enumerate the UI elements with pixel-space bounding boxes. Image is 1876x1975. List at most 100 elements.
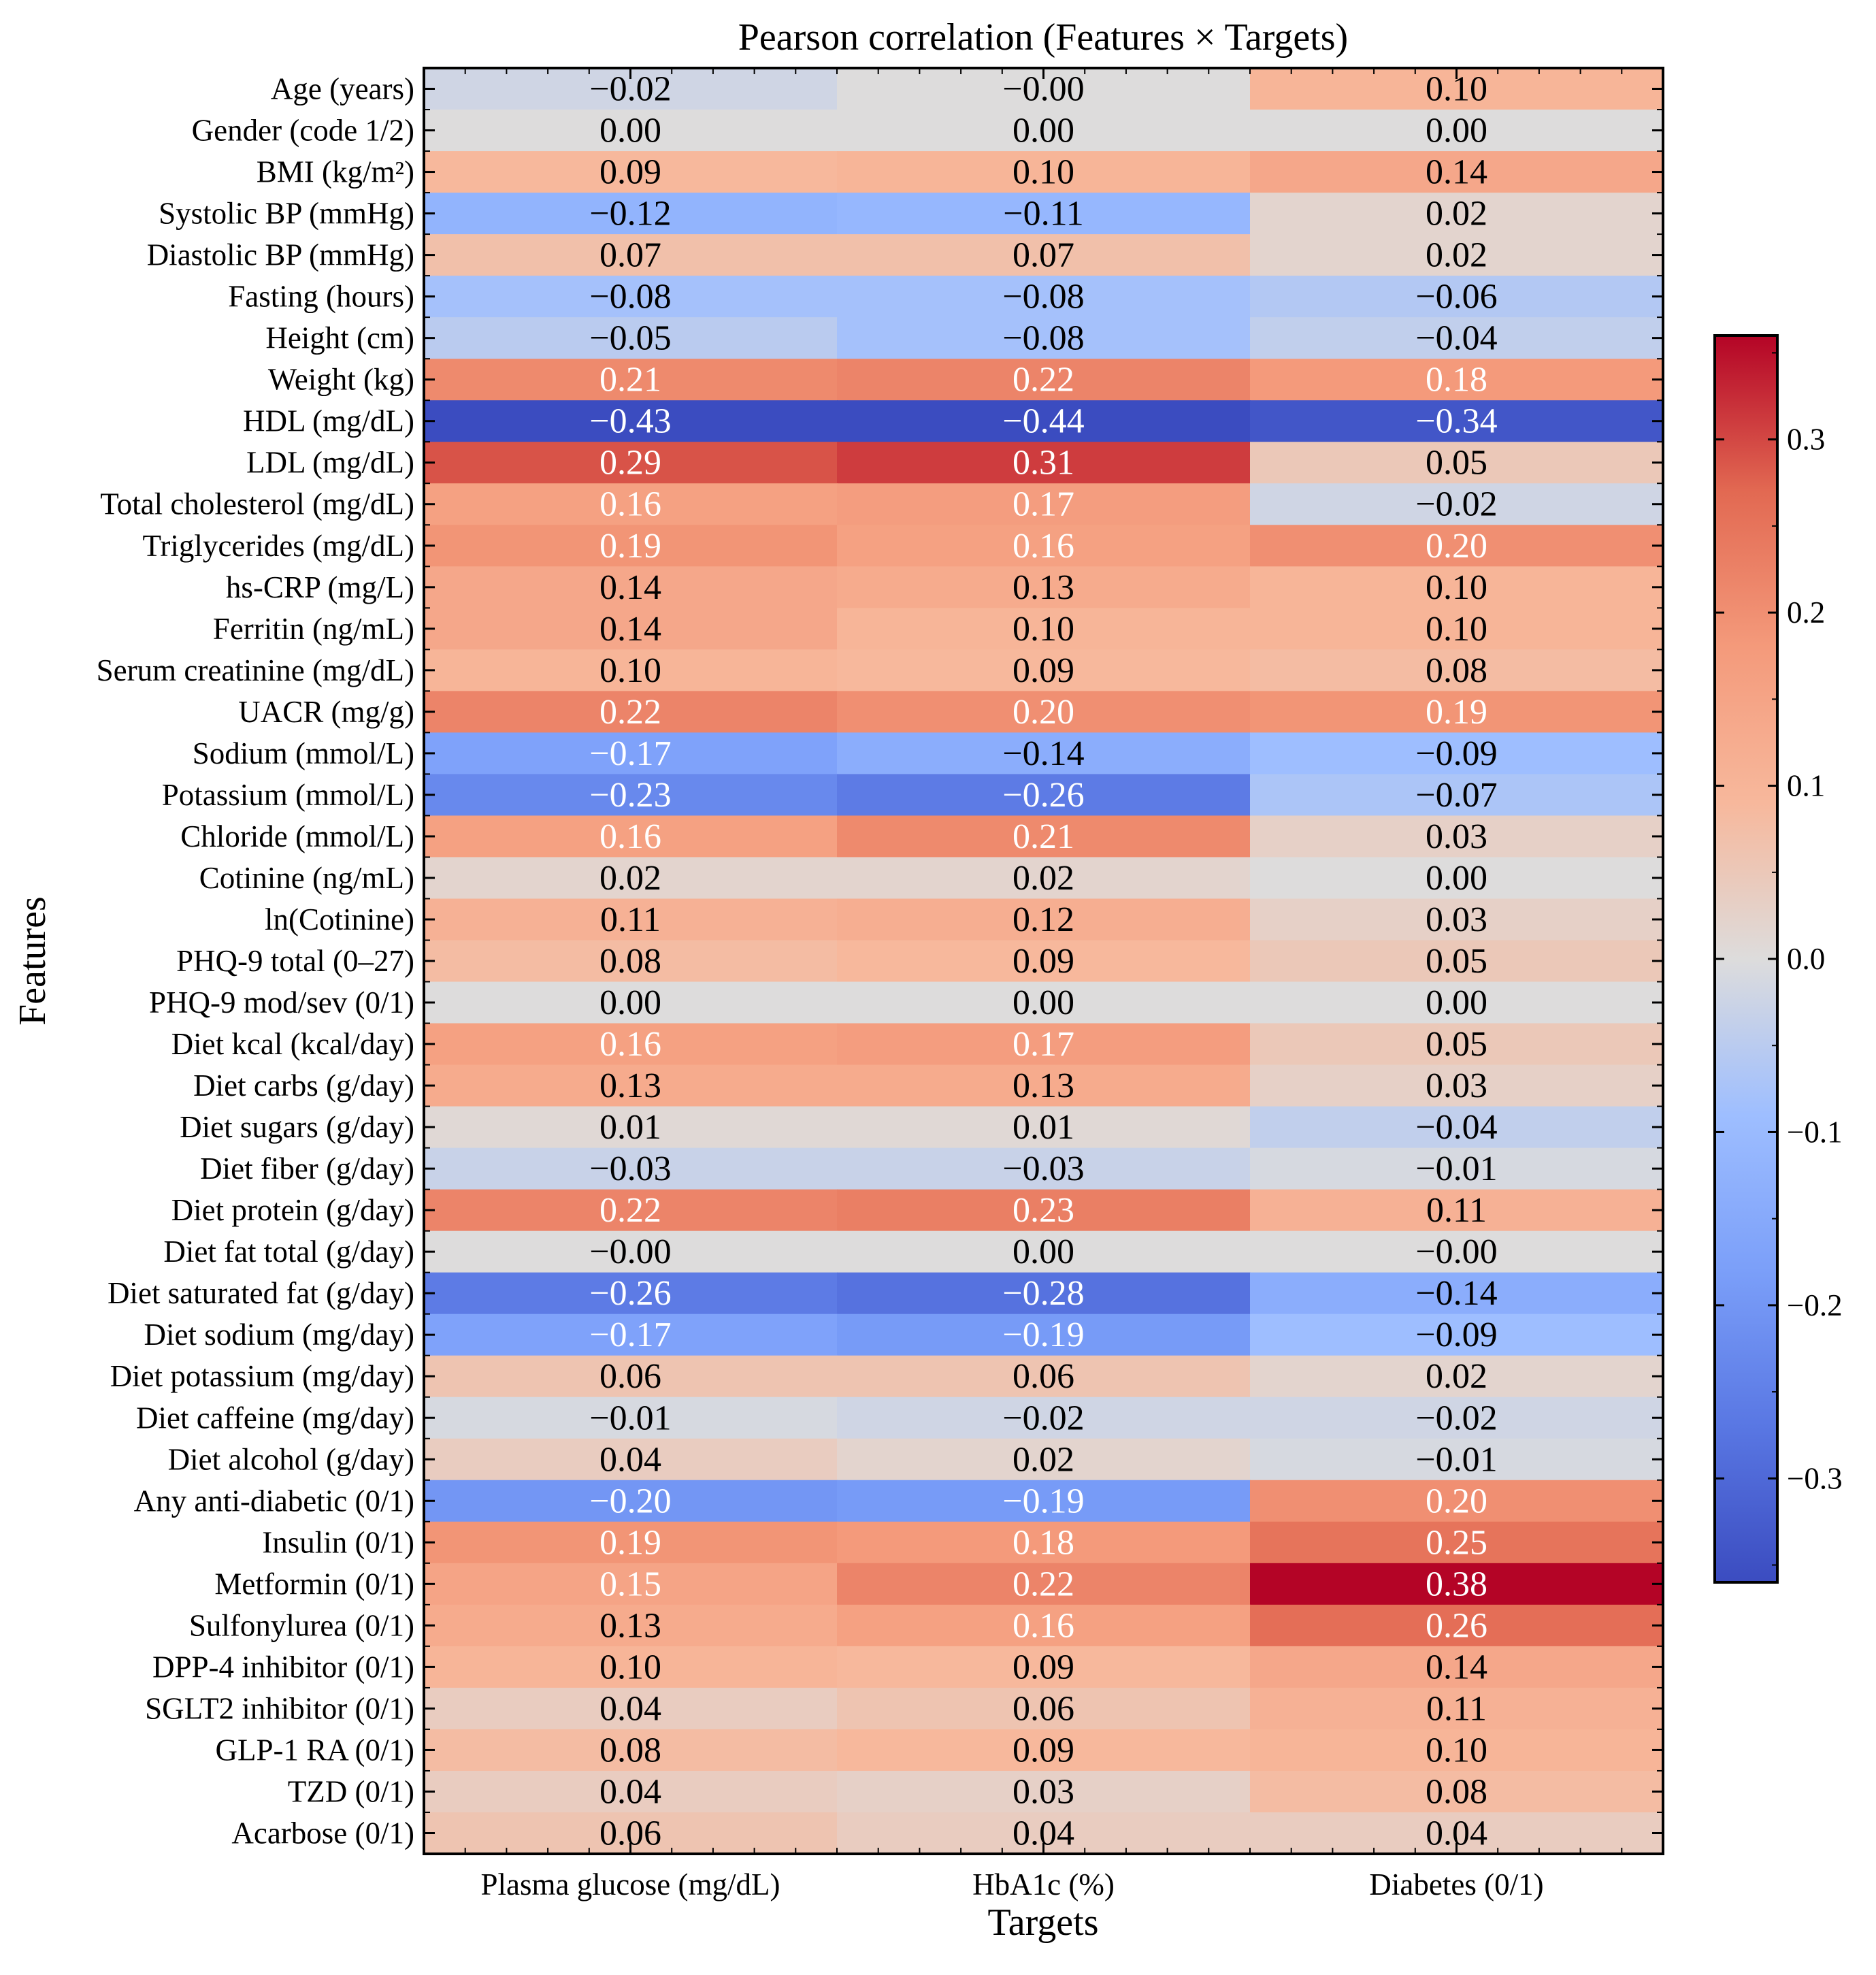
heatmap-cell: [1250, 1521, 1664, 1564]
heatmap-cell: [1250, 110, 1664, 152]
heatmap-cell: [837, 1355, 1251, 1398]
cell-value-label: −0.03: [589, 1149, 671, 1188]
heatmap-cell: [837, 359, 1251, 401]
heatmap-cell: [424, 774, 838, 817]
cell-value-label: 0.20: [1426, 1482, 1487, 1520]
cell-value-label: 0.00: [1426, 983, 1487, 1022]
cell-value-label: 0.18: [1013, 1523, 1074, 1562]
heatmap-cell: [424, 1272, 838, 1315]
heatmap-cell: [1250, 400, 1664, 443]
heatmap-cell: [424, 608, 838, 651]
cell-value-label: −0.01: [1415, 1440, 1497, 1479]
y-tick-label: Cotinine (ng/mL): [199, 861, 414, 895]
cell-value-label: −0.02: [1415, 1399, 1497, 1437]
heatmap-cell: [837, 1438, 1251, 1481]
y-tick-label: Gender (code 1/2): [192, 114, 414, 148]
cell-value-label: 0.03: [1426, 900, 1487, 939]
heatmap-cell: [424, 1313, 838, 1356]
cell-value-label: −0.05: [589, 319, 671, 358]
heatmap-cell: [424, 1480, 838, 1522]
y-tick-label: Any anti-diabetic (0/1): [134, 1484, 414, 1518]
cell-value-label: 0.00: [599, 983, 661, 1022]
colorbar-tick-label: 0.3: [1787, 423, 1825, 457]
heatmap-cell: [837, 1064, 1251, 1107]
cell-value-label: 0.02: [1426, 236, 1487, 275]
heatmap-cell-labels: −0.02 −0.00 0.100.00 0.00 0.000.09 0.10 0.14−0…: [589, 70, 1497, 1853]
heatmap-cell: [837, 1646, 1251, 1688]
cell-value-label: 0.17: [1013, 1025, 1074, 1064]
colorbar-tick-label: 0.1: [1787, 769, 1825, 803]
cell-value-label: −0.19: [1002, 1482, 1084, 1520]
colorbar: [1713, 334, 1779, 1584]
cell-value-label: −0.17: [589, 734, 671, 773]
heatmap-cell: [424, 1023, 838, 1066]
y-tick-label: Diet fiber (g/day): [200, 1152, 414, 1186]
heatmap-cell: [1250, 1770, 1664, 1813]
heatmap-cell: [1250, 1272, 1664, 1315]
y-tick-label: Diet caffeine (mg/day): [136, 1401, 414, 1435]
y-tick-label: BMI (kg/m²): [257, 155, 414, 189]
cell-value-label: −0.17: [589, 1316, 671, 1354]
cell-value-label: −0.03: [1002, 1149, 1084, 1188]
y-tick-label: Fasting (hours): [228, 280, 414, 314]
cell-value-label: −0.01: [589, 1399, 671, 1437]
cell-value-label: −0.11: [1003, 195, 1083, 233]
y-tick-label: Sulfonylurea (0/1): [189, 1608, 414, 1642]
y-tick-label: PHQ-9 total (0–27): [176, 944, 414, 978]
cell-value-label: 0.09: [1013, 942, 1074, 981]
cell-value-label: 0.11: [1426, 1191, 1487, 1230]
heatmap-cell: [424, 649, 838, 692]
cell-value-label: −0.02: [1415, 485, 1497, 524]
y-tick-label: Diet saturated fat (g/day): [108, 1276, 414, 1310]
heatmap-cell: [837, 1189, 1251, 1232]
cell-value-label: 0.02: [1013, 859, 1074, 898]
cell-value-label: 0.22: [599, 1191, 661, 1230]
heatmap-cell: [1250, 1563, 1664, 1605]
cell-value-label: 0.14: [1426, 153, 1487, 192]
cell-value-label: −0.14: [1415, 1274, 1497, 1313]
heatmap-cell: [1250, 317, 1664, 359]
cell-value-label: 0.22: [599, 693, 661, 732]
heatmap-cell: [1250, 483, 1664, 526]
cell-value-label: 0.10: [1426, 568, 1487, 607]
heatmap-cell: [424, 276, 838, 318]
heatmap-cell: [837, 151, 1251, 193]
heatmap-cell: [424, 898, 838, 941]
y-tick-label: Chloride (mmol/L): [180, 819, 414, 853]
y-tick-label: Triglycerides (mg/dL): [142, 529, 414, 563]
cell-value-label: 0.08: [599, 942, 661, 981]
cell-value-label: −0.04: [1415, 319, 1497, 358]
y-tick-label: TZD (0/1): [288, 1774, 414, 1808]
heatmap-cell: [1250, 608, 1664, 651]
y-tick-label: HDL (mg/dL): [243, 404, 414, 438]
heatmap-cell: [1250, 898, 1664, 941]
cell-value-label: 0.00: [1013, 112, 1074, 150]
y-tick-label: LDL (mg/dL): [246, 446, 414, 480]
heatmap-cell: [837, 483, 1251, 526]
heatmap-cell: [837, 608, 1251, 651]
cell-value-label: 0.19: [599, 527, 661, 566]
colorbar-tick-label: 0.2: [1787, 595, 1825, 630]
y-tick-label: Systolic BP (mmHg): [159, 197, 414, 231]
cell-value-label: −0.00: [1415, 1233, 1497, 1271]
heatmap-cell: [424, 732, 838, 775]
cell-value-label: −0.12: [589, 195, 671, 233]
heatmap-cell: [837, 1687, 1251, 1730]
cell-value-label: 0.00: [1426, 859, 1487, 898]
cell-value-label: 0.08: [1426, 1772, 1487, 1811]
heatmap-cell: [1250, 193, 1664, 235]
colorbar-tick-label: 0.0: [1787, 942, 1825, 976]
heatmap-cell: [424, 1230, 838, 1273]
heatmap-cell: [837, 649, 1251, 692]
heatmap-cell: [837, 940, 1251, 983]
heatmap-cell: [1250, 1604, 1664, 1647]
cell-value-label: 0.09: [599, 153, 661, 192]
y-tick-label: Diet alcohol (g/day): [168, 1442, 414, 1476]
cell-value-label: 0.25: [1426, 1523, 1487, 1562]
cell-value-label: 0.17: [1013, 485, 1074, 524]
cell-value-label: −0.02: [1002, 1399, 1084, 1437]
cell-value-label: −0.06: [1415, 278, 1497, 316]
heatmap-cell: [837, 981, 1251, 1024]
y-tick-label: Serum creatinine (mg/dL): [97, 653, 414, 687]
heatmap-cell: [424, 1064, 838, 1107]
